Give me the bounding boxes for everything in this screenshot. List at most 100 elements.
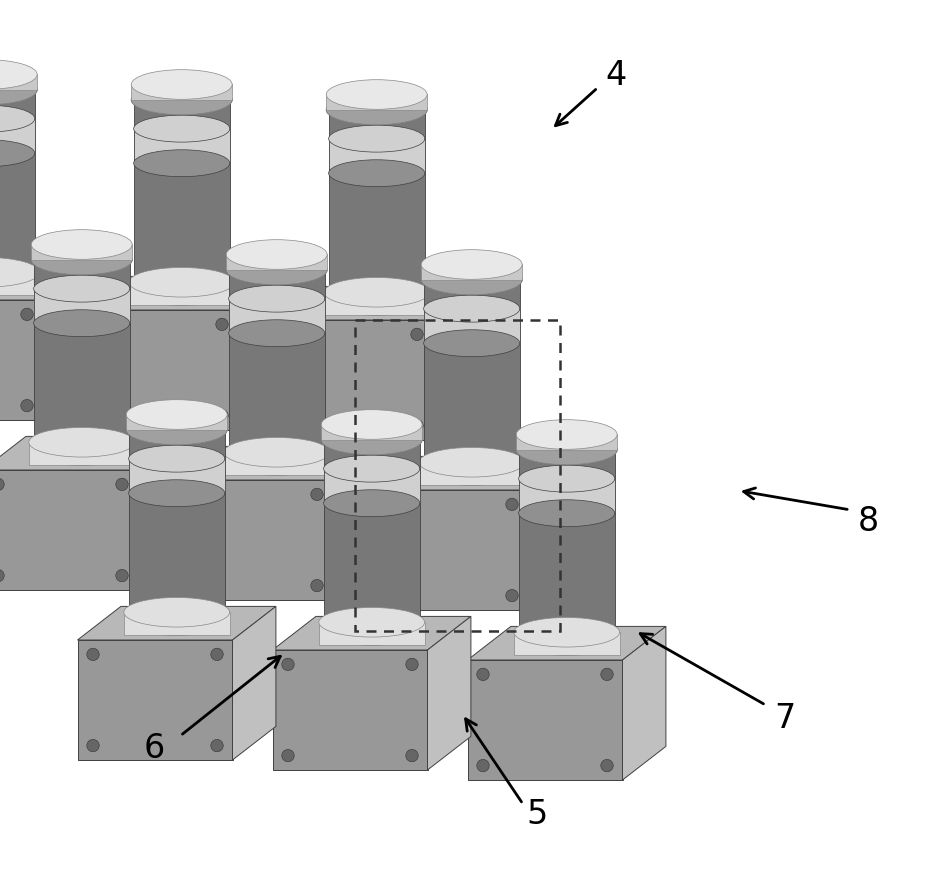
Ellipse shape — [382, 498, 394, 511]
Polygon shape — [177, 447, 375, 480]
Polygon shape — [421, 265, 522, 279]
Ellipse shape — [229, 286, 325, 312]
Ellipse shape — [411, 420, 423, 432]
Text: 7: 7 — [774, 702, 795, 735]
Polygon shape — [333, 447, 375, 600]
Ellipse shape — [324, 278, 430, 307]
Ellipse shape — [287, 420, 299, 432]
Ellipse shape — [318, 607, 425, 637]
Ellipse shape — [411, 328, 423, 341]
Polygon shape — [277, 286, 476, 320]
Ellipse shape — [424, 295, 519, 322]
Polygon shape — [326, 95, 427, 110]
Polygon shape — [124, 612, 230, 635]
Ellipse shape — [126, 415, 227, 445]
Ellipse shape — [518, 500, 615, 526]
Ellipse shape — [31, 245, 132, 275]
Polygon shape — [29, 442, 134, 465]
Ellipse shape — [476, 759, 489, 772]
Ellipse shape — [0, 569, 4, 582]
Polygon shape — [0, 74, 37, 90]
Polygon shape — [82, 277, 281, 310]
Polygon shape — [126, 414, 227, 430]
Ellipse shape — [187, 488, 199, 500]
Polygon shape — [418, 463, 525, 485]
Ellipse shape — [226, 255, 327, 285]
Text: 8: 8 — [858, 505, 879, 538]
Ellipse shape — [421, 250, 522, 279]
Ellipse shape — [517, 435, 617, 464]
Ellipse shape — [329, 288, 425, 315]
Ellipse shape — [129, 480, 225, 506]
Ellipse shape — [421, 265, 522, 294]
Ellipse shape — [601, 668, 614, 681]
Ellipse shape — [87, 739, 99, 752]
Ellipse shape — [0, 478, 4, 491]
Ellipse shape — [517, 435, 617, 464]
Ellipse shape — [229, 320, 325, 347]
Ellipse shape — [326, 80, 427, 110]
Ellipse shape — [211, 739, 223, 752]
Ellipse shape — [134, 116, 230, 142]
Polygon shape — [528, 456, 571, 610]
Polygon shape — [324, 293, 430, 315]
Ellipse shape — [282, 749, 294, 762]
Ellipse shape — [0, 258, 39, 287]
Polygon shape — [134, 100, 230, 292]
Ellipse shape — [126, 399, 227, 429]
Ellipse shape — [424, 329, 519, 357]
Ellipse shape — [116, 478, 128, 491]
Polygon shape — [432, 286, 476, 440]
Ellipse shape — [132, 85, 233, 115]
Polygon shape — [34, 260, 130, 452]
Polygon shape — [428, 617, 471, 770]
Polygon shape — [134, 129, 230, 163]
Polygon shape — [468, 660, 622, 780]
Text: 6: 6 — [144, 732, 164, 766]
Ellipse shape — [324, 618, 419, 646]
Ellipse shape — [87, 648, 99, 661]
Ellipse shape — [326, 95, 427, 124]
Polygon shape — [233, 606, 276, 760]
Ellipse shape — [506, 590, 518, 602]
Polygon shape — [129, 282, 234, 306]
Polygon shape — [468, 626, 666, 660]
Ellipse shape — [31, 230, 132, 259]
Ellipse shape — [421, 265, 522, 294]
Polygon shape — [226, 255, 327, 270]
Ellipse shape — [92, 409, 105, 422]
Ellipse shape — [424, 458, 519, 485]
Ellipse shape — [211, 648, 223, 661]
Ellipse shape — [311, 488, 323, 500]
Polygon shape — [31, 244, 132, 260]
Ellipse shape — [518, 465, 615, 492]
Polygon shape — [517, 434, 617, 450]
Ellipse shape — [34, 310, 130, 336]
Text: 5: 5 — [527, 798, 547, 831]
Ellipse shape — [132, 70, 233, 99]
Polygon shape — [177, 480, 333, 600]
Polygon shape — [129, 459, 225, 493]
Polygon shape — [229, 270, 325, 462]
Ellipse shape — [21, 308, 34, 321]
Ellipse shape — [224, 437, 330, 467]
Ellipse shape — [321, 425, 422, 455]
Polygon shape — [78, 640, 233, 760]
Ellipse shape — [129, 267, 234, 297]
Ellipse shape — [216, 409, 228, 422]
Ellipse shape — [518, 628, 615, 655]
Polygon shape — [0, 300, 43, 420]
Polygon shape — [129, 430, 225, 622]
Polygon shape — [43, 266, 86, 420]
Polygon shape — [518, 450, 615, 642]
Polygon shape — [329, 138, 425, 173]
Polygon shape — [229, 299, 325, 333]
Ellipse shape — [0, 75, 37, 104]
Ellipse shape — [132, 86, 233, 114]
Ellipse shape — [282, 658, 294, 671]
Ellipse shape — [405, 749, 418, 762]
Bar — [355, 320, 560, 631]
Ellipse shape — [476, 668, 489, 681]
Polygon shape — [0, 470, 137, 590]
Ellipse shape — [229, 449, 325, 476]
